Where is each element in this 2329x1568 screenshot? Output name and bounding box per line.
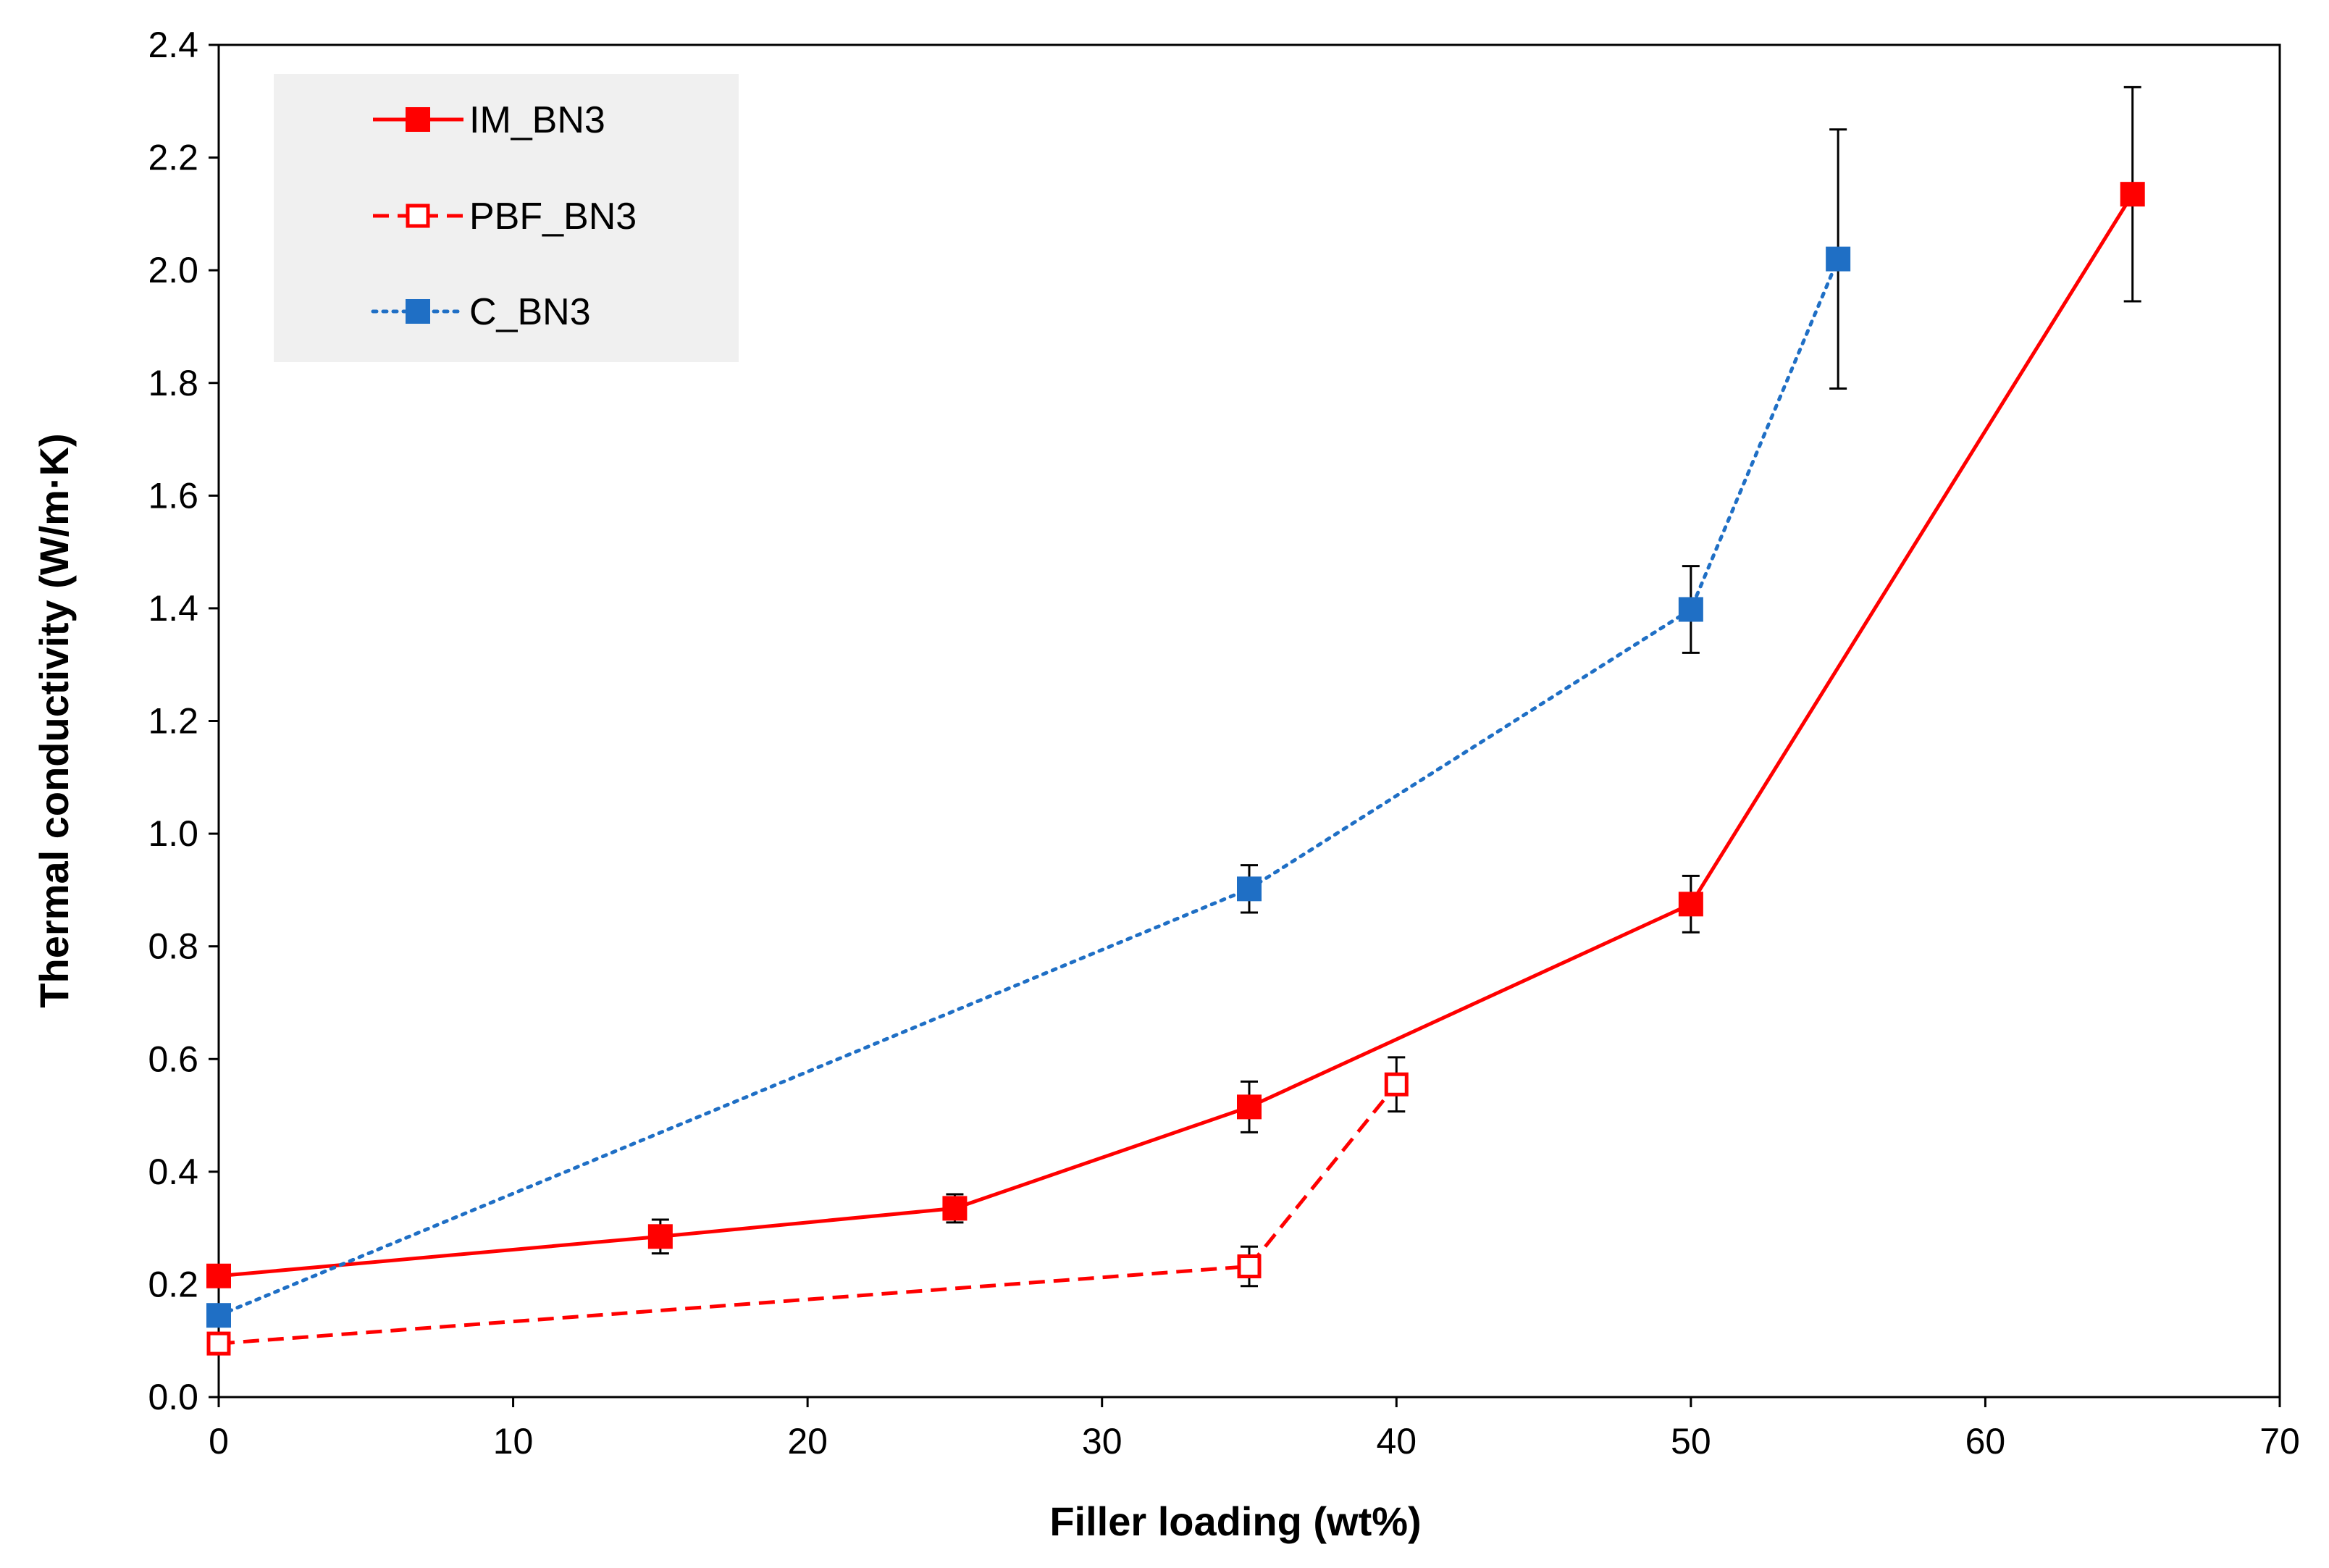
data-point	[942, 1196, 968, 1221]
x-tick-label: 0	[209, 1421, 229, 1462]
x-axis: 0 10 20 30 40 50 60 70	[209, 1397, 2300, 1462]
data-point	[1237, 1094, 1262, 1120]
y-tick-label: 2.2	[148, 138, 198, 178]
y-tick-label: 0.8	[148, 926, 198, 967]
x-tick-label: 30	[1082, 1421, 1122, 1462]
data-point	[647, 1224, 673, 1249]
legend-marker	[406, 107, 430, 132]
y-tick-label: 1.0	[148, 813, 198, 854]
x-tick-label: 40	[1376, 1421, 1417, 1462]
x-tick-label: 10	[493, 1421, 534, 1462]
series-C_BN3	[206, 128, 1851, 1328]
y-tick-label: 0.0	[148, 1377, 198, 1417]
y-tick-label: 2.4	[148, 25, 198, 65]
legend-box	[274, 74, 739, 362]
y-tick-label: 0.2	[148, 1264, 198, 1304]
y-axis-title: Thermal conductivity (W/m·K)	[31, 433, 77, 1007]
data-point	[2120, 182, 2145, 207]
data-point	[1678, 597, 1703, 622]
series-layer	[206, 85, 2145, 1356]
y-axis: 0.0 0.2 0.4 0.6 0.8 1.0 1.2 1.4 1.6 1.8 2.0 2.2 2.4	[148, 25, 219, 1417]
legend: IM_BN3 PBF_BN3 C_BN3	[274, 74, 739, 362]
series-line	[218, 193, 2134, 1278]
y-tick-label: 2.0	[148, 250, 198, 290]
x-tick-label: 60	[1965, 1421, 2006, 1462]
x-tick-label: 70	[2259, 1421, 2300, 1462]
data-point	[1237, 876, 1262, 902]
data-point	[206, 1303, 231, 1328]
series-line	[218, 1083, 1398, 1346]
y-tick-label: 0.6	[148, 1039, 198, 1079]
y-tick-label: 1.4	[148, 588, 198, 629]
legend-item-PBF_BN3: PBF_BN3	[373, 196, 637, 238]
legend-item-IM_BN3: IM_BN3	[373, 99, 605, 141]
data-point	[206, 1331, 231, 1356]
legend-marker	[406, 204, 430, 228]
data-point	[1826, 246, 1851, 272]
x-tick-label: 20	[787, 1421, 828, 1462]
legend-label: IM_BN3	[469, 99, 605, 141]
series-line	[217, 257, 1840, 1317]
series-IM_BN3	[206, 85, 2145, 1288]
y-tick-label: 1.2	[148, 701, 198, 742]
data-point	[1384, 1072, 1409, 1097]
data-point	[1678, 892, 1703, 917]
data-point	[1237, 1254, 1262, 1279]
y-tick-label: 0.4	[148, 1152, 198, 1192]
legend-label: PBF_BN3	[469, 196, 637, 238]
legend-item-C_BN3: C_BN3	[371, 291, 591, 333]
y-tick-label: 1.6	[148, 475, 198, 516]
x-tick-label: 50	[1671, 1421, 1711, 1462]
data-point	[206, 1263, 231, 1288]
legend-label: C_BN3	[469, 291, 591, 333]
x-axis-title: Filler loading (wt%)	[1049, 1498, 1421, 1544]
series-PBF_BN3	[206, 1056, 1409, 1356]
y-tick-label: 1.8	[148, 363, 198, 403]
legend-marker	[406, 299, 430, 324]
